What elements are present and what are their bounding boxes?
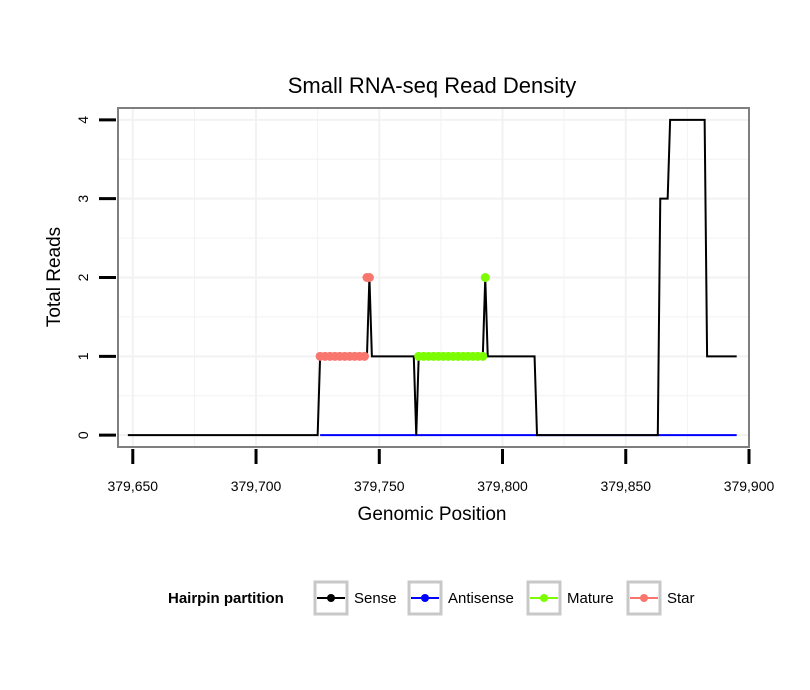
x-tick-label: 379,700 bbox=[231, 478, 282, 494]
x-tick-label: 379,650 bbox=[107, 478, 158, 494]
plot-panel-border bbox=[117, 107, 750, 448]
series-star-point bbox=[364, 273, 374, 282]
legend-label-mature: Mature bbox=[567, 590, 614, 607]
legend-key-antisense-point bbox=[421, 594, 429, 602]
y-tick-label: 0 bbox=[75, 431, 91, 439]
y-tick-label: 1 bbox=[75, 352, 91, 360]
legend-label-star: Star bbox=[667, 590, 695, 607]
legend-label-sense: Sense bbox=[354, 590, 397, 607]
grid bbox=[118, 108, 750, 447]
x-axis-title: Genomic Position bbox=[358, 504, 507, 525]
x-tick-label: 379,850 bbox=[600, 478, 651, 494]
y-axis-title: Total Reads bbox=[44, 227, 65, 327]
x-tick-label: 379,750 bbox=[354, 478, 405, 494]
y-tick-label: 2 bbox=[75, 273, 91, 281]
axes: 379,650 379,700 379,750 379,800 379,850 379,9… bbox=[75, 116, 775, 494]
legend-key-mature-point bbox=[540, 594, 548, 602]
legend: Hairpin partition Sense Antisense Mature St… bbox=[168, 580, 695, 616]
series-star-point bbox=[359, 351, 369, 361]
series-mature-point bbox=[478, 351, 488, 361]
x-tick-label: 379,800 bbox=[477, 478, 528, 494]
legend-key-star-point bbox=[640, 594, 648, 602]
y-tick-label: 4 bbox=[75, 116, 91, 124]
x-tick-label: 379,900 bbox=[724, 478, 775, 494]
legend-key-sense-point bbox=[327, 594, 335, 602]
plot-series bbox=[127, 118, 737, 437]
legend-label-antisense: Antisense bbox=[448, 590, 514, 607]
chart-title: Small RNA-seq Read Density bbox=[288, 73, 577, 98]
legend-title: Hairpin partition bbox=[168, 590, 284, 607]
y-tick-label: 3 bbox=[75, 195, 91, 203]
series-mature-point bbox=[480, 273, 490, 282]
